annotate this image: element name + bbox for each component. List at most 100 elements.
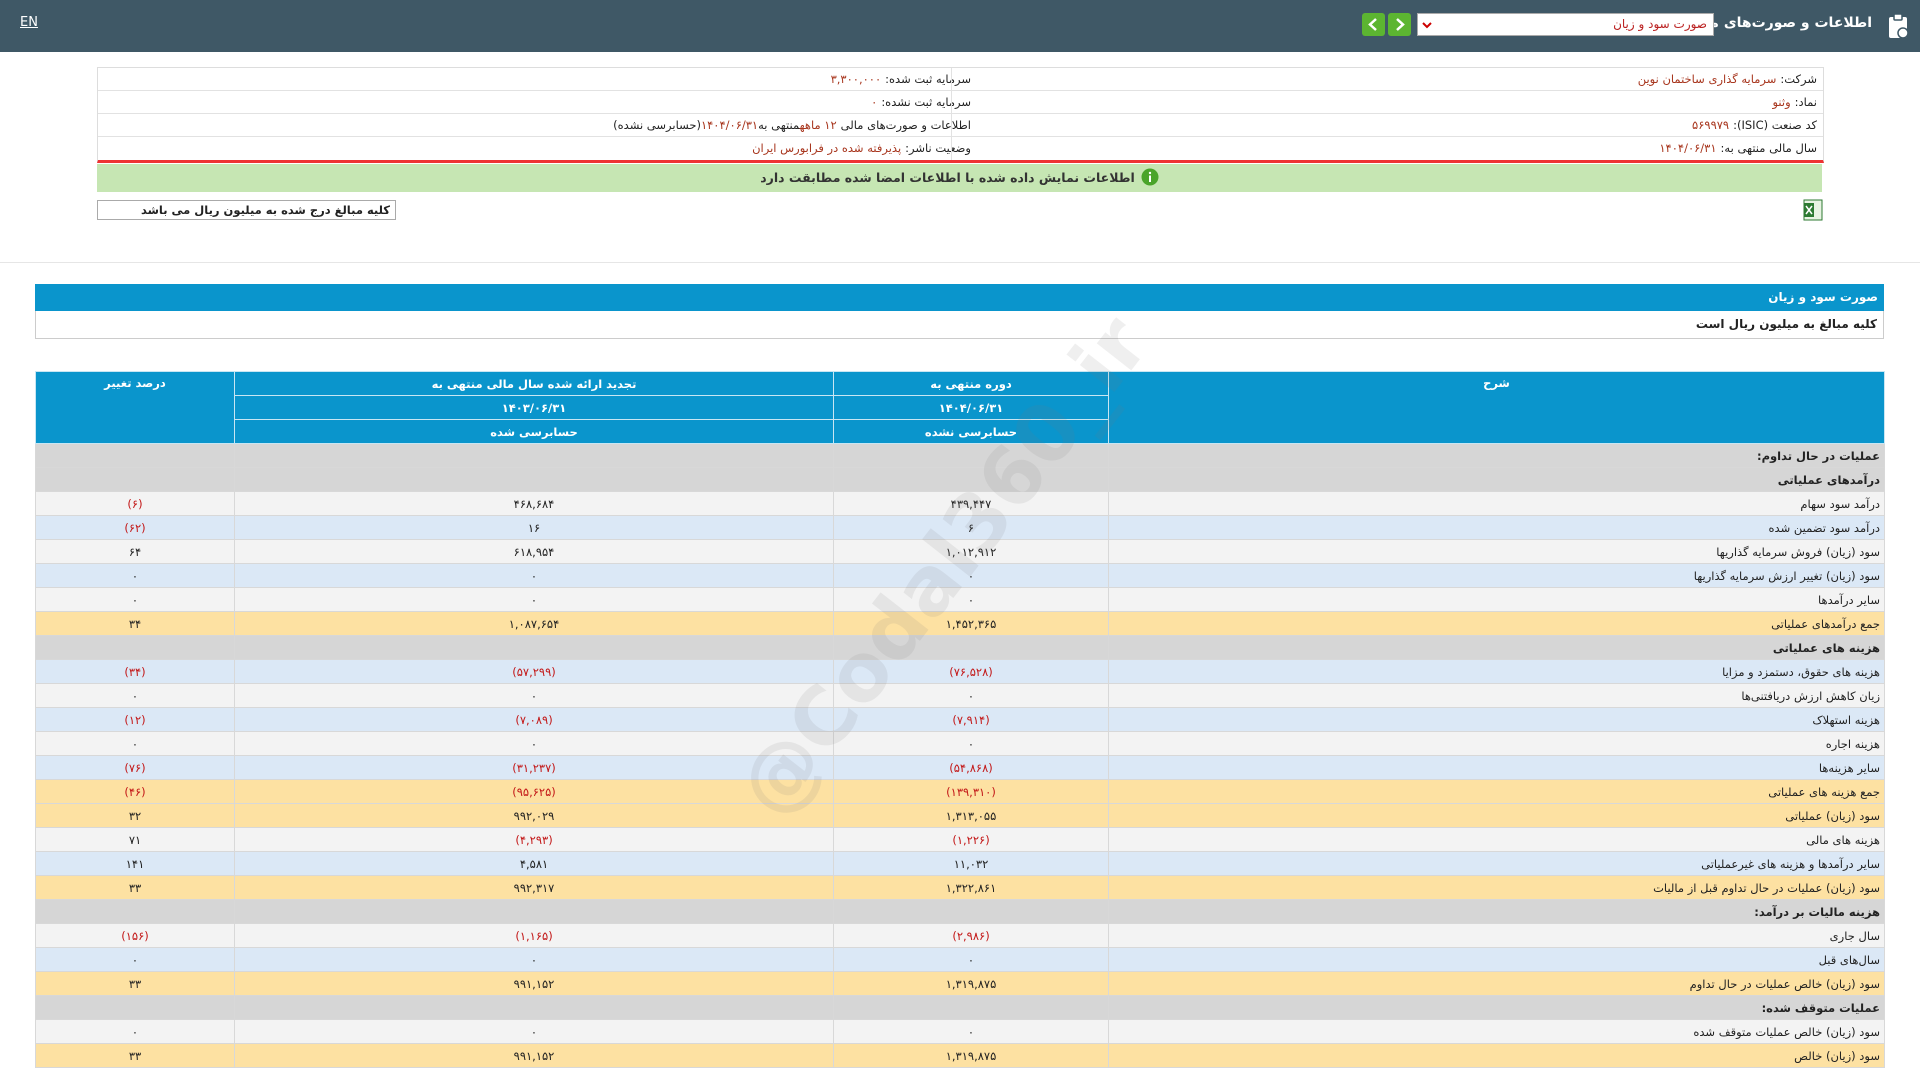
info-row: نماد:وثنو سرمایه ثبت نشده:۰ (98, 91, 1823, 114)
value-cell: ۰ (35, 683, 235, 708)
info-cell: سرمایه ثبت شده:۳,۳۰۰,۰۰۰ (111, 68, 971, 90)
empty-cell (833, 995, 1109, 1020)
value-cell: (۴,۲۹۳) (234, 827, 834, 852)
value-cell: ۱,۰۸۷,۶۵۴ (234, 611, 834, 636)
section-row: عملیات در حال تداوم: (35, 443, 1885, 468)
item-row: هزینه استهلاک (۷,۹۱۴) (۷,۰۸۹) (۱۲) (35, 707, 1885, 732)
item-row: هزینه اجاره ۰ ۰ ۰ (35, 731, 1885, 756)
row-label: سود (زیان) تغییر ارزش سرمایه گذاریها (1108, 563, 1885, 588)
info-cell: اطلاعات و صورت‌های مالی۱۲ ماههمنتهی به۱۴… (111, 114, 971, 136)
info-value: پذیرفته شده در فرابورس ایران (752, 141, 902, 155)
value-cell: (۵۴,۸۶۸) (833, 755, 1109, 780)
row-label: درآمد سود تضمین شده (1108, 515, 1885, 540)
info-label: نماد: (1794, 95, 1817, 109)
row-label: سود (زیان) عملیاتی (1108, 803, 1885, 828)
row-label: هزینه اجاره (1108, 731, 1885, 756)
next-button[interactable] (1388, 13, 1411, 36)
value-cell: ۰ (35, 1019, 235, 1044)
value-cell: ۹۹۱,۱۵۲ (234, 971, 834, 996)
section-row: هزینه های عملیاتی (35, 635, 1885, 660)
empty-cell (234, 467, 834, 492)
header-cell: ۱۴۰۴/۰۶/۳۱ (833, 395, 1109, 420)
row-label: سود (زیان) فروش سرمایه گذاریها (1108, 539, 1885, 564)
table-body: عملیات در حال تداوم: درآمدهای عملیاتی درآم… (35, 443, 1885, 1068)
empty-cell (833, 467, 1109, 492)
value-cell: ۰ (234, 731, 834, 756)
top-bar: EN اطلاعات و صورت‌های مالی صورت سود و زی… (0, 0, 1920, 52)
row-label: سال‌های قبل (1108, 947, 1885, 972)
row-label: سایر درآمدها (1108, 587, 1885, 612)
value-cell: (۲,۹۸۶) (833, 923, 1109, 948)
value-cell: ۰ (234, 563, 834, 588)
header-cell: ۱۴۰۳/۰۶/۳۱ (234, 395, 834, 420)
value-cell: ۹۹۱,۱۵۲ (234, 1043, 834, 1068)
value-cell: (۳۴) (35, 659, 235, 684)
value-cell: ۰ (833, 947, 1109, 972)
empty-cell (234, 899, 834, 924)
company-info: شرکت:سرمایه گذاری ساختمان نوین سرمایه ثب… (97, 67, 1824, 163)
dropdown-chevron (1422, 22, 1432, 29)
row-label: سایر درآمدها و هزینه های غیرعملیاتی (1108, 851, 1885, 876)
info-date: ۱۴۰۴/۰۶/۳۱ (700, 118, 759, 132)
value-cell: ۹۹۲,۳۱۷ (234, 875, 834, 900)
empty-cell (833, 899, 1109, 924)
total-row: سود (زیان) عملیات در حال تداوم قبل از ما… (35, 875, 1885, 900)
header-row: شرح دوره منتهی به تجدید ارائه شده سال ما… (35, 371, 1885, 444)
info-label: سال مالی منتهی به: (1720, 141, 1817, 155)
value-cell: ۰ (234, 587, 834, 612)
value-cell: ۰ (234, 947, 834, 972)
row-label: جمع هزینه های عملیاتی (1108, 779, 1885, 804)
header-cell: درصد تغییر (35, 371, 235, 444)
empty-cell (35, 467, 235, 492)
item-row: درآمد سود تضمین شده ۶ ۱۶ (۶۲) (35, 515, 1885, 540)
total-row: سود (زیان) خالص ۱,۳۱۹,۸۷۵ ۹۹۱,۱۵۲ ۳۳ (35, 1043, 1885, 1068)
value-cell: (۷۶) (35, 755, 235, 780)
value-cell: ۱۱,۰۳۲ (833, 851, 1109, 876)
item-row: هزینه های مالی (۱,۲۲۶) (۴,۲۹۳) ۷۱ (35, 827, 1885, 852)
item-row: زیان کاهش ارزش دریافتنی‌ها ۰ ۰ ۰ (35, 683, 1885, 708)
info-value: ۵۶۹۹۷۹ (1692, 118, 1730, 132)
info-cell: سرمایه ثبت نشده:۰ (111, 91, 971, 113)
value-cell: ۹۹۲,۰۲۹ (234, 803, 834, 828)
info-icon (1141, 168, 1159, 186)
prev-button[interactable] (1362, 13, 1385, 36)
excel-export[interactable] (1803, 199, 1823, 221)
header-cell: شرح (1108, 371, 1885, 444)
value-cell: (۱,۱۶۵) (234, 923, 834, 948)
total-row: سود (زیان) خالص عملیات در حال تداوم ۱,۳۱۹… (35, 971, 1885, 996)
item-row: سال‌های قبل ۰ ۰ ۰ (35, 947, 1885, 972)
row-label: هزینه های حقوق، دستمزد و مزایا (1108, 659, 1885, 684)
value-cell: ۱,۴۵۲,۳۶۵ (833, 611, 1109, 636)
value-cell: ۰ (833, 731, 1109, 756)
value-cell: ۴,۵۸۱ (234, 851, 834, 876)
value-cell: (۱۲) (35, 707, 235, 732)
value-cell: ۱,۳۱۹,۸۷۵ (833, 971, 1109, 996)
section-row: عملیات متوقف شده: (35, 995, 1885, 1020)
value-cell: (۶) (35, 491, 235, 516)
value-cell: ۰ (35, 563, 235, 588)
value-cell: ۷۱ (35, 827, 235, 852)
empty-cell (35, 635, 235, 660)
info-label: شرکت: (1780, 72, 1817, 86)
info-label: سرمایه ثبت شده: (885, 72, 971, 86)
value-cell: ۶ (833, 515, 1109, 540)
info-divider (951, 68, 952, 160)
info-label: کد صنعت (ISIC): (1733, 118, 1817, 132)
value-cell: ۰ (234, 1019, 834, 1044)
value-cell: ۰ (833, 1019, 1109, 1044)
header-cell: تجدید ارائه شده سال مالی منتهی به (234, 371, 834, 396)
info-cell: وضعیت ناشر:پذیرفته شده در فرابورس ایران (111, 137, 971, 159)
language-toggle[interactable]: EN (20, 15, 38, 30)
section-row: درآمدهای عملیاتی (35, 467, 1885, 492)
value-cell: ۰ (833, 683, 1109, 708)
info-label: سرمایه ثبت نشده: (881, 95, 971, 109)
info-label: وضعیت ناشر: (905, 141, 971, 155)
value-cell: ۴۳۹,۴۴۷ (833, 491, 1109, 516)
item-row: سایر درآمدها ۰ ۰ ۰ (35, 587, 1885, 612)
row-label: سود (زیان) خالص عملیات در حال تداوم (1108, 971, 1885, 996)
notice-text: اطلاعات نمایش داده شده با اطلاعات امضا ش… (760, 170, 1135, 185)
report-select[interactable]: صورت سود و زیان (1417, 13, 1714, 36)
empty-cell (234, 995, 834, 1020)
row-label: سود (زیان) عملیات در حال تداوم قبل از ما… (1108, 875, 1885, 900)
